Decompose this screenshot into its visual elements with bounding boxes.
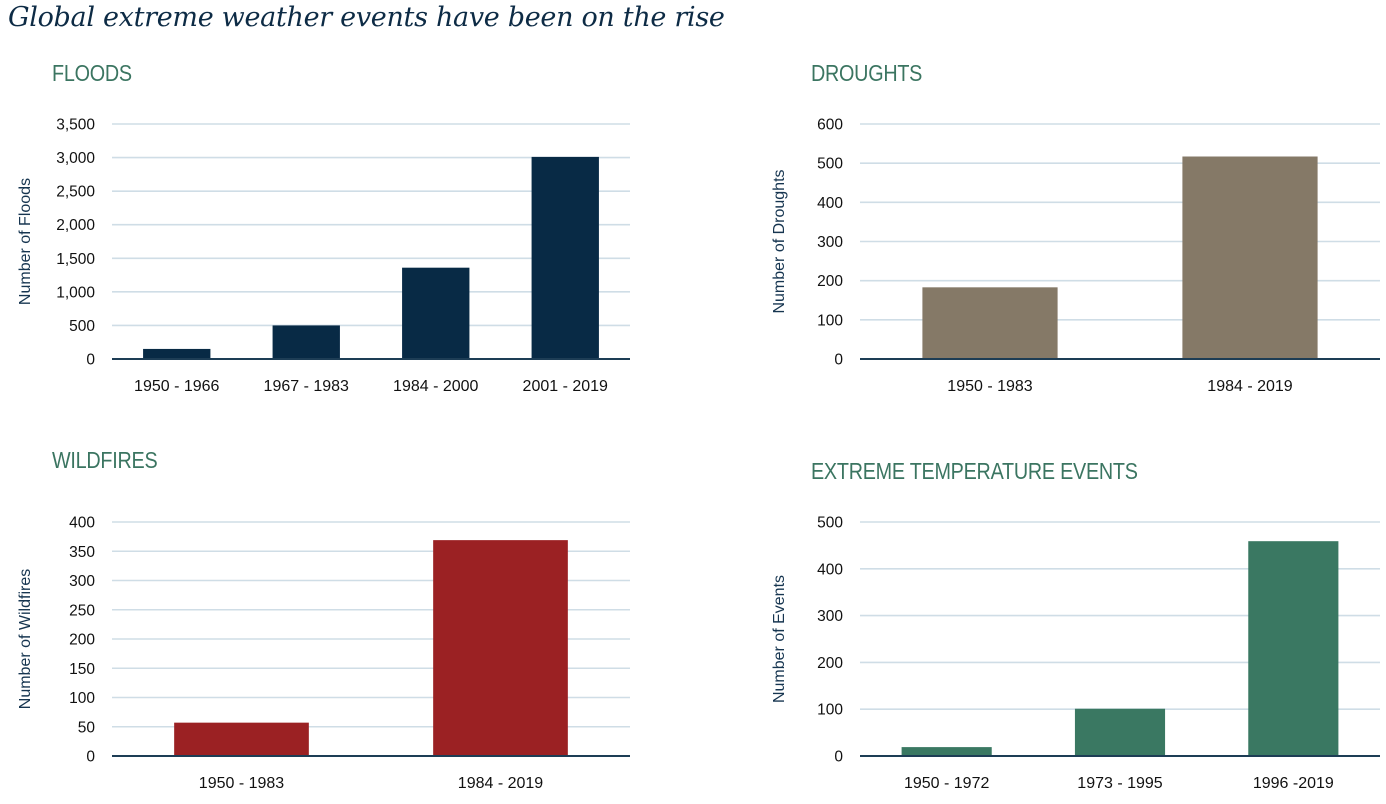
wildfires-y-tick-label: 400	[69, 515, 95, 532]
droughts-y-tick-label: 100	[817, 312, 843, 329]
wildfires-y-tick-label: 250	[69, 602, 95, 619]
floods-y-tick-label: 1,500	[56, 251, 95, 268]
droughts-y-tick-label: 200	[817, 273, 843, 290]
floods-y-tick-label: 3,500	[56, 117, 95, 134]
floods-y-tick-label: 3,000	[56, 150, 95, 167]
extreme-temperature-bar	[1074, 708, 1166, 756]
wildfires-y-tick-label: 200	[69, 632, 95, 649]
droughts-title: DROUGHTS	[811, 60, 923, 86]
floods-x-tick-label: 1984 - 2000	[393, 378, 479, 395]
extreme-temperature-y-axis-title: Number of Events	[771, 575, 788, 703]
droughts-x-tick-label: 1984 - 2019	[1207, 378, 1293, 395]
floods-y-tick-label: 2,000	[56, 217, 95, 234]
wildfires-y-axis-title: Number of Wildfires	[17, 569, 34, 709]
extreme-temperature-y-tick-label: 200	[817, 655, 843, 672]
extreme-temperature-y-tick-label: 300	[817, 608, 843, 625]
droughts-chart: 0 100 200 300 400 500 600 1950 - 1983 1984 - 201…	[771, 117, 1380, 395]
page-title: Global extreme weather events have been …	[8, 2, 725, 33]
wildfires-y-tick-label: 150	[69, 661, 95, 678]
floods-bar	[143, 348, 211, 359]
droughts-bar	[1182, 156, 1318, 359]
extreme-temperature-x-tick-label: 1973 - 1995	[1077, 775, 1163, 792]
droughts-panel: DROUGHTS 0 100 200 300 400 500 600 1950 - 1983 1…	[0, 0, 1386, 400]
droughts-bar	[922, 287, 1058, 359]
floods-title: FLOODS	[52, 60, 132, 86]
wildfires-y-tick-label: 100	[69, 690, 95, 707]
floods-x-tick-label: 2001 - 2019	[523, 378, 609, 395]
wildfires-y-tick-label: 0	[86, 749, 95, 766]
wildfires-x-tick-label: 1950 - 1983	[199, 775, 285, 792]
extreme-temperature-bar	[1248, 541, 1339, 756]
droughts-y-tick-label: 300	[817, 234, 843, 251]
extreme-temperature-y-tick-label: 400	[817, 561, 843, 578]
floods-y-axis-title: Number of Floods	[17, 178, 34, 305]
extreme-temperature-x-tick-label: 1950 - 1972	[904, 775, 990, 792]
wildfires-panel: WILDFIRES 0 50 100 150 200 250 300 350 400 1950 -…	[17, 447, 630, 792]
extreme-temperature-y-tick-label: 500	[817, 515, 843, 532]
extreme-temperature-x-tick-label: 1996 -2019	[1253, 775, 1334, 792]
floods-x-tick-label: 1967 - 1983	[264, 378, 350, 395]
wildfires-chart: 0 50 100 150 200 250 300 350 400 1950 - 1983 1984 …	[17, 515, 630, 792]
droughts-y-tick-label: 0	[834, 352, 843, 369]
floods-x-tick-label: 1950 - 1966	[134, 378, 220, 395]
droughts-y-tick-label: 400	[817, 195, 843, 212]
floods-y-tick-label: 500	[69, 318, 95, 335]
wildfires-x-tick-label: 1984 - 2019	[458, 775, 544, 792]
droughts-y-tick-label: 500	[817, 156, 843, 173]
wildfires-bar	[433, 540, 568, 756]
droughts-y-tick-label: 600	[817, 117, 843, 134]
wildfires-y-tick-label: 350	[69, 544, 95, 561]
floods-y-tick-label: 0	[86, 352, 95, 369]
extreme-temperature-y-tick-label: 100	[817, 702, 843, 719]
extreme-temperature-y-tick-label: 0	[834, 749, 843, 766]
floods-y-tick-label: 1,000	[56, 284, 95, 301]
floods-bar	[272, 325, 340, 359]
wildfires-bar	[174, 722, 309, 756]
extreme-temperature-title: EXTREME TEMPERATURE EVENTS	[811, 458, 1138, 484]
floods-panel: FLOODS 0 500 1,000 1,500 2,000 2,500 3,000 3,50…	[0, 0, 693, 400]
wildfires-y-tick-label: 300	[69, 573, 95, 590]
droughts-x-tick-label: 1950 - 1983	[947, 378, 1033, 395]
extreme-temperature-bar	[901, 747, 992, 756]
droughts-y-axis-title: Number of Droughts	[771, 169, 788, 313]
floods-chart: 0 500 1,000 1,500 2,000 2,500 3,000 3,500 1950 -…	[17, 117, 630, 395]
wildfires-y-tick-label: 50	[78, 719, 96, 736]
floods-bar	[531, 156, 599, 359]
wildfires-title: WILDFIRES	[52, 447, 158, 473]
floods-y-tick-label: 2,500	[56, 184, 95, 201]
floods-bar	[402, 267, 470, 359]
